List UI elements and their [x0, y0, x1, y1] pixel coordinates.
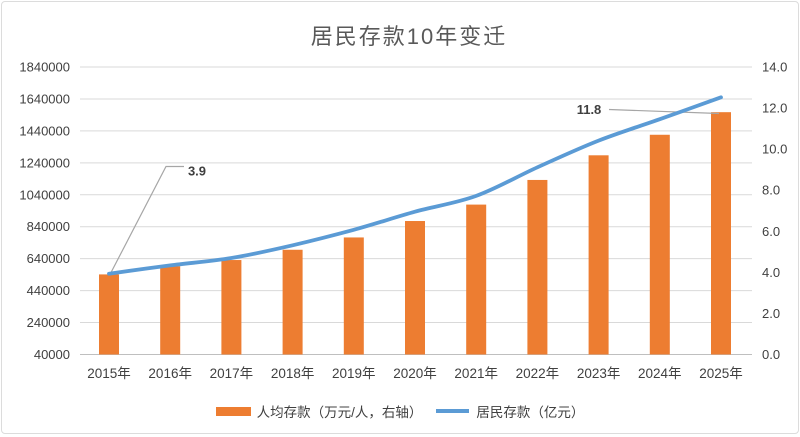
- bar-2016年: [160, 266, 181, 355]
- right-axis-tick-label: 12.0: [762, 101, 787, 116]
- left-axis-tick-label: 640000: [27, 251, 70, 266]
- right-axis-tick-label: 6.0: [762, 224, 780, 239]
- left-axis-tick-label: 440000: [27, 283, 70, 298]
- right-axis-tick-label: 2.0: [762, 306, 780, 321]
- bar-2022年: [527, 179, 548, 355]
- right-axis-tick-label: 0.0: [762, 347, 780, 362]
- bar-2017年: [221, 260, 242, 355]
- legend-line-label: 居民存款（亿元）: [476, 405, 585, 420]
- left-axis-tick-label: 240000: [27, 315, 70, 330]
- annotation-leader: [109, 165, 184, 274]
- right-axis-tick-label: 10.0: [762, 142, 787, 157]
- left-axis-tick-label: 1840000: [19, 60, 70, 75]
- x-axis-tick-label: 2025年: [699, 366, 743, 381]
- legend: 人均存款（万元/人，右轴） 居民存款（亿元）: [2, 401, 798, 421]
- annotation-label: 3.9: [188, 164, 206, 179]
- left-axis-tick-label: 1240000: [19, 155, 70, 170]
- left-axis-tick-label: 840000: [27, 219, 70, 234]
- left-axis-tick-label: 1040000: [19, 187, 70, 202]
- x-axis-tick-label: 2020年: [393, 366, 437, 381]
- x-axis-tick-label: 2023年: [577, 366, 621, 381]
- bar-2015年: [99, 274, 119, 355]
- x-axis-tick-label: 2016年: [148, 366, 192, 381]
- left-axis-tick-label: 1440000: [19, 123, 70, 138]
- x-axis-tick-label: 2018年: [271, 366, 315, 381]
- legend-bar-swatch: [215, 406, 251, 416]
- bar-2018年: [282, 249, 303, 355]
- right-axis-tick-label: 14.0: [762, 60, 787, 75]
- bar-2021年: [466, 204, 487, 355]
- x-axis-tick-label: 2024年: [638, 366, 682, 381]
- legend-bar-label: 人均存款（万元/人，右轴）: [256, 405, 423, 420]
- x-axis-tick-label: 2015年: [87, 366, 131, 381]
- bar-2020年: [405, 221, 425, 355]
- bar-2019年: [343, 237, 364, 355]
- x-axis-tick-label: 2019年: [332, 366, 376, 381]
- right-axis-tick-label: 4.0: [762, 265, 780, 280]
- right-axis-tick-label: 8.0: [762, 183, 780, 198]
- left-axis-tick-label: 40000: [34, 347, 70, 362]
- annotation-label: 11.8: [577, 102, 602, 117]
- bar-2025年: [711, 112, 731, 355]
- x-axis-tick-label: 2022年: [516, 366, 560, 381]
- bar-2023年: [588, 155, 609, 355]
- annotation-leader: [608, 108, 720, 115]
- x-axis-tick-label: 2017年: [210, 366, 254, 381]
- legend-line-swatch: [436, 409, 470, 413]
- x-axis-tick-label: 2021年: [454, 366, 498, 381]
- left-axis-tick-label: 1640000: [19, 91, 70, 106]
- deposit-line: [107, 95, 723, 276]
- bar-2024年: [649, 134, 670, 355]
- chart-title: 居民存款10年变迁: [310, 24, 508, 49]
